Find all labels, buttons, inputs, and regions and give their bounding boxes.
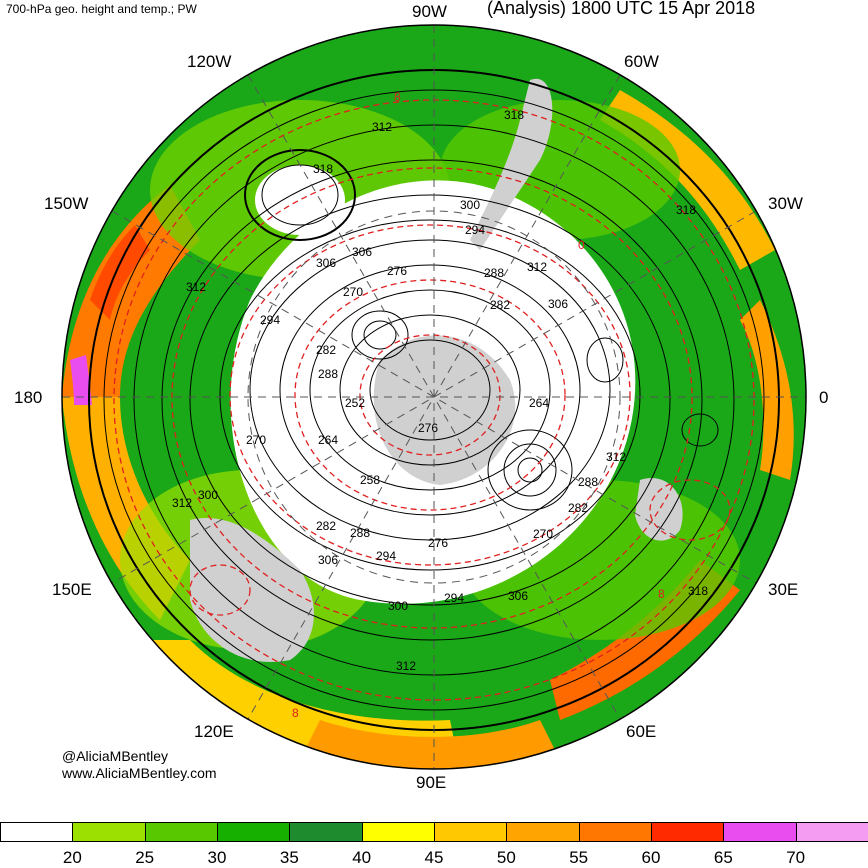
colorbar-swatch: [795, 822, 868, 842]
colorbar-tick-label: 70: [786, 848, 806, 867]
height-label: 312: [606, 450, 627, 464]
colorbar-tick-label: 60: [641, 848, 661, 867]
map-border: [61, 24, 807, 770]
height-label: 264: [529, 396, 550, 410]
colorbar-tick-label: 25: [135, 848, 155, 867]
colorbar-swatch: [723, 822, 797, 842]
lon-label-150e: 150E: [52, 580, 92, 599]
height-label: 288: [484, 266, 505, 280]
height-label: 270: [246, 433, 267, 447]
product-title: 700-hPa geo. height and temp.; PW: [6, 2, 197, 16]
lon-label-90w: 90W: [412, 2, 447, 21]
polar-map: [61, 24, 807, 770]
height-label: 294: [444, 591, 465, 605]
height-label: 282: [490, 298, 511, 312]
colorbar-tick-label: 45: [424, 848, 444, 867]
colorbar-tick-label: 55: [569, 848, 589, 867]
height-label: 312: [527, 260, 548, 274]
height-label: 270: [533, 527, 554, 541]
colorbar-swatch: [578, 822, 652, 842]
height-label: 318: [676, 203, 697, 217]
height-label: 306: [318, 553, 339, 567]
height-label: 288: [350, 526, 371, 540]
height-label: 312: [396, 659, 417, 673]
height-label: 312: [186, 280, 207, 294]
height-label: 294: [376, 549, 397, 563]
lon-label-0: 0: [819, 388, 829, 407]
lon-label-150w: 150W: [44, 194, 89, 213]
height-label: 252: [345, 396, 366, 410]
lon-label-120w: 120W: [187, 52, 232, 71]
colorbar-tick-label: 40: [352, 848, 372, 867]
height-label: 276: [387, 264, 408, 278]
height-label: 294: [465, 223, 486, 237]
colorbar-tick-label: 20: [62, 848, 82, 867]
height-label: 300: [388, 599, 409, 613]
height-label: 270: [343, 285, 364, 299]
colorbar-tick-label: 35: [279, 848, 299, 867]
height-label: 312: [172, 496, 193, 510]
colorbar-swatch: [217, 822, 291, 842]
height-label: 312: [372, 120, 393, 134]
height-label: 264: [318, 433, 339, 447]
colorbar-swatch: [434, 822, 508, 842]
height-label: 282: [568, 501, 589, 515]
temperature-label: 8: [292, 706, 299, 720]
height-label: 318: [504, 108, 525, 122]
colorbar-swatch: [72, 822, 146, 842]
height-label: 288: [318, 367, 339, 381]
height-label: 306: [316, 256, 337, 270]
lon-label-90e: 90E: [416, 773, 447, 792]
lon-label-180: 180: [14, 388, 43, 407]
lon-label-60e: 60E: [626, 722, 657, 741]
colorbar-swatch: [506, 822, 580, 842]
credit-site: www.AliciaMBentley.com: [62, 765, 217, 781]
lon-label-30e: 30E: [768, 580, 799, 599]
height-label: 276: [428, 536, 449, 550]
precipitable-water-field: [62, 25, 806, 769]
temperature-label: 8: [394, 90, 401, 104]
analysis-time-title: (Analysis) 1800 UTC 15 Apr 2018: [487, 0, 756, 18]
height-label: 288: [578, 475, 599, 489]
colorbar-tick-label: 65: [713, 848, 733, 867]
colorbar-swatch: [0, 822, 74, 842]
colorbar-tick-label: 30: [207, 848, 227, 867]
credit-handle: @AliciaMBentley: [62, 748, 169, 764]
height-label: 318: [313, 162, 334, 176]
lon-label-30w: 30W: [768, 194, 803, 213]
temperature-label: 8: [658, 587, 665, 601]
height-label: 282: [316, 519, 337, 533]
colorbar: [0, 822, 868, 844]
height-label: 276: [418, 421, 439, 435]
height-label: 306: [352, 245, 373, 259]
height-label: 318: [688, 584, 709, 598]
lon-label-60w: 60W: [624, 52, 659, 71]
lon-label-120e: 120E: [194, 722, 234, 741]
height-label: 300: [198, 488, 219, 502]
colorbar-swatch: [289, 822, 363, 842]
height-label: 306: [508, 589, 529, 603]
height-label: 294: [260, 313, 281, 327]
graticule: [62, 25, 806, 769]
height-label: 300: [460, 198, 481, 212]
colorbar-swatch: [144, 822, 218, 842]
temperature-label: 0: [578, 238, 585, 252]
colorbar-swatch: [361, 822, 435, 842]
colorbar-tick-label: 50: [496, 848, 516, 867]
colorbar-swatch: [651, 822, 725, 842]
height-label: 306: [548, 297, 569, 311]
height-label: 258: [360, 473, 381, 487]
height-label: 282: [316, 343, 337, 357]
